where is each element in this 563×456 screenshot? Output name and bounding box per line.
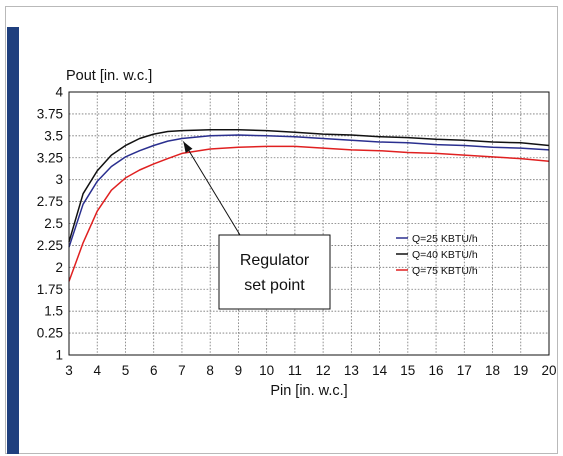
legend: Q=25 KBTU/h Q=40 KBTU/h Q=75 KBTU/h <box>396 233 478 277</box>
x-tick-label: 3 <box>65 363 73 378</box>
x-tick-label: 20 <box>541 363 556 378</box>
side-accent-bar <box>7 27 19 454</box>
y-tick-label: 3.5 <box>44 128 63 143</box>
annotation-arrowhead <box>183 141 193 153</box>
y-tick-label: 2.5 <box>44 216 63 231</box>
y-tick-label: 1.75 <box>37 282 63 297</box>
y-axis-ticks: 1 0.25 1.5 1.75 2 2.25 2.5 2.75 3 3.25 3.5 3.75 4 <box>37 85 64 363</box>
y-tick-label: 3 <box>55 172 63 187</box>
x-tick-label: 15 <box>400 363 415 378</box>
y-tick-label: 3.25 <box>37 150 63 165</box>
x-tick-label: 8 <box>206 363 214 378</box>
legend-label: Q=75 KBTU/h <box>412 265 478 277</box>
legend-label: Q=40 KBTU/h <box>412 249 478 261</box>
x-tick-label: 17 <box>457 363 472 378</box>
x-tick-label: 14 <box>372 363 388 378</box>
x-tick-label: 5 <box>122 363 130 378</box>
y-tick-label: 3.75 <box>37 106 63 121</box>
legend-label: Q=25 KBTU/h <box>412 233 478 245</box>
y-tick-label: 2 <box>55 260 63 275</box>
annotation-box <box>218 234 331 310</box>
plot-border <box>68 91 550 356</box>
x-tick-label: 16 <box>429 363 444 378</box>
x-tick-label: 6 <box>150 363 158 378</box>
x-tick-label: 12 <box>316 363 331 378</box>
y-tick-label: 2.75 <box>37 194 63 209</box>
figure-frame <box>5 6 558 454</box>
annotation: Regulator set point <box>182 141 331 310</box>
x-tick-label: 7 <box>178 363 186 378</box>
series-line-2 <box>68 128 550 243</box>
grid-lines <box>69 92 549 355</box>
y-tick-label: 1.5 <box>44 304 63 319</box>
x-tick-label: 10 <box>259 363 274 378</box>
series-line-3 <box>68 145 550 282</box>
x-axis-ticks: 3 4 5 6 7 8 9 10 11 12 13 14 15 16 17 18 19 20 <box>65 363 556 378</box>
x-tick-label: 9 <box>235 363 243 378</box>
x-axis-title: Pin [in. w.c.] <box>270 383 347 399</box>
annotation-text: set point <box>244 277 305 294</box>
x-tick-label: 13 <box>344 363 359 378</box>
y-axis-title: Pout [in. w.c.] <box>66 68 152 84</box>
y-tick-label: 2.25 <box>37 238 63 253</box>
y-tick-label: 1 <box>55 348 63 363</box>
annotation-text: Regulator <box>240 252 310 269</box>
x-tick-label: 18 <box>485 363 500 378</box>
annotation-arrow-line <box>182 141 241 236</box>
x-tick-label: 4 <box>93 363 101 378</box>
series-line-1 <box>68 134 550 248</box>
x-tick-label: 11 <box>288 363 302 378</box>
x-tick-label: 19 <box>513 363 528 378</box>
y-tick-label: 4 <box>55 85 63 100</box>
series-lines <box>68 128 550 282</box>
y-tick-label: 0.25 <box>37 326 63 341</box>
